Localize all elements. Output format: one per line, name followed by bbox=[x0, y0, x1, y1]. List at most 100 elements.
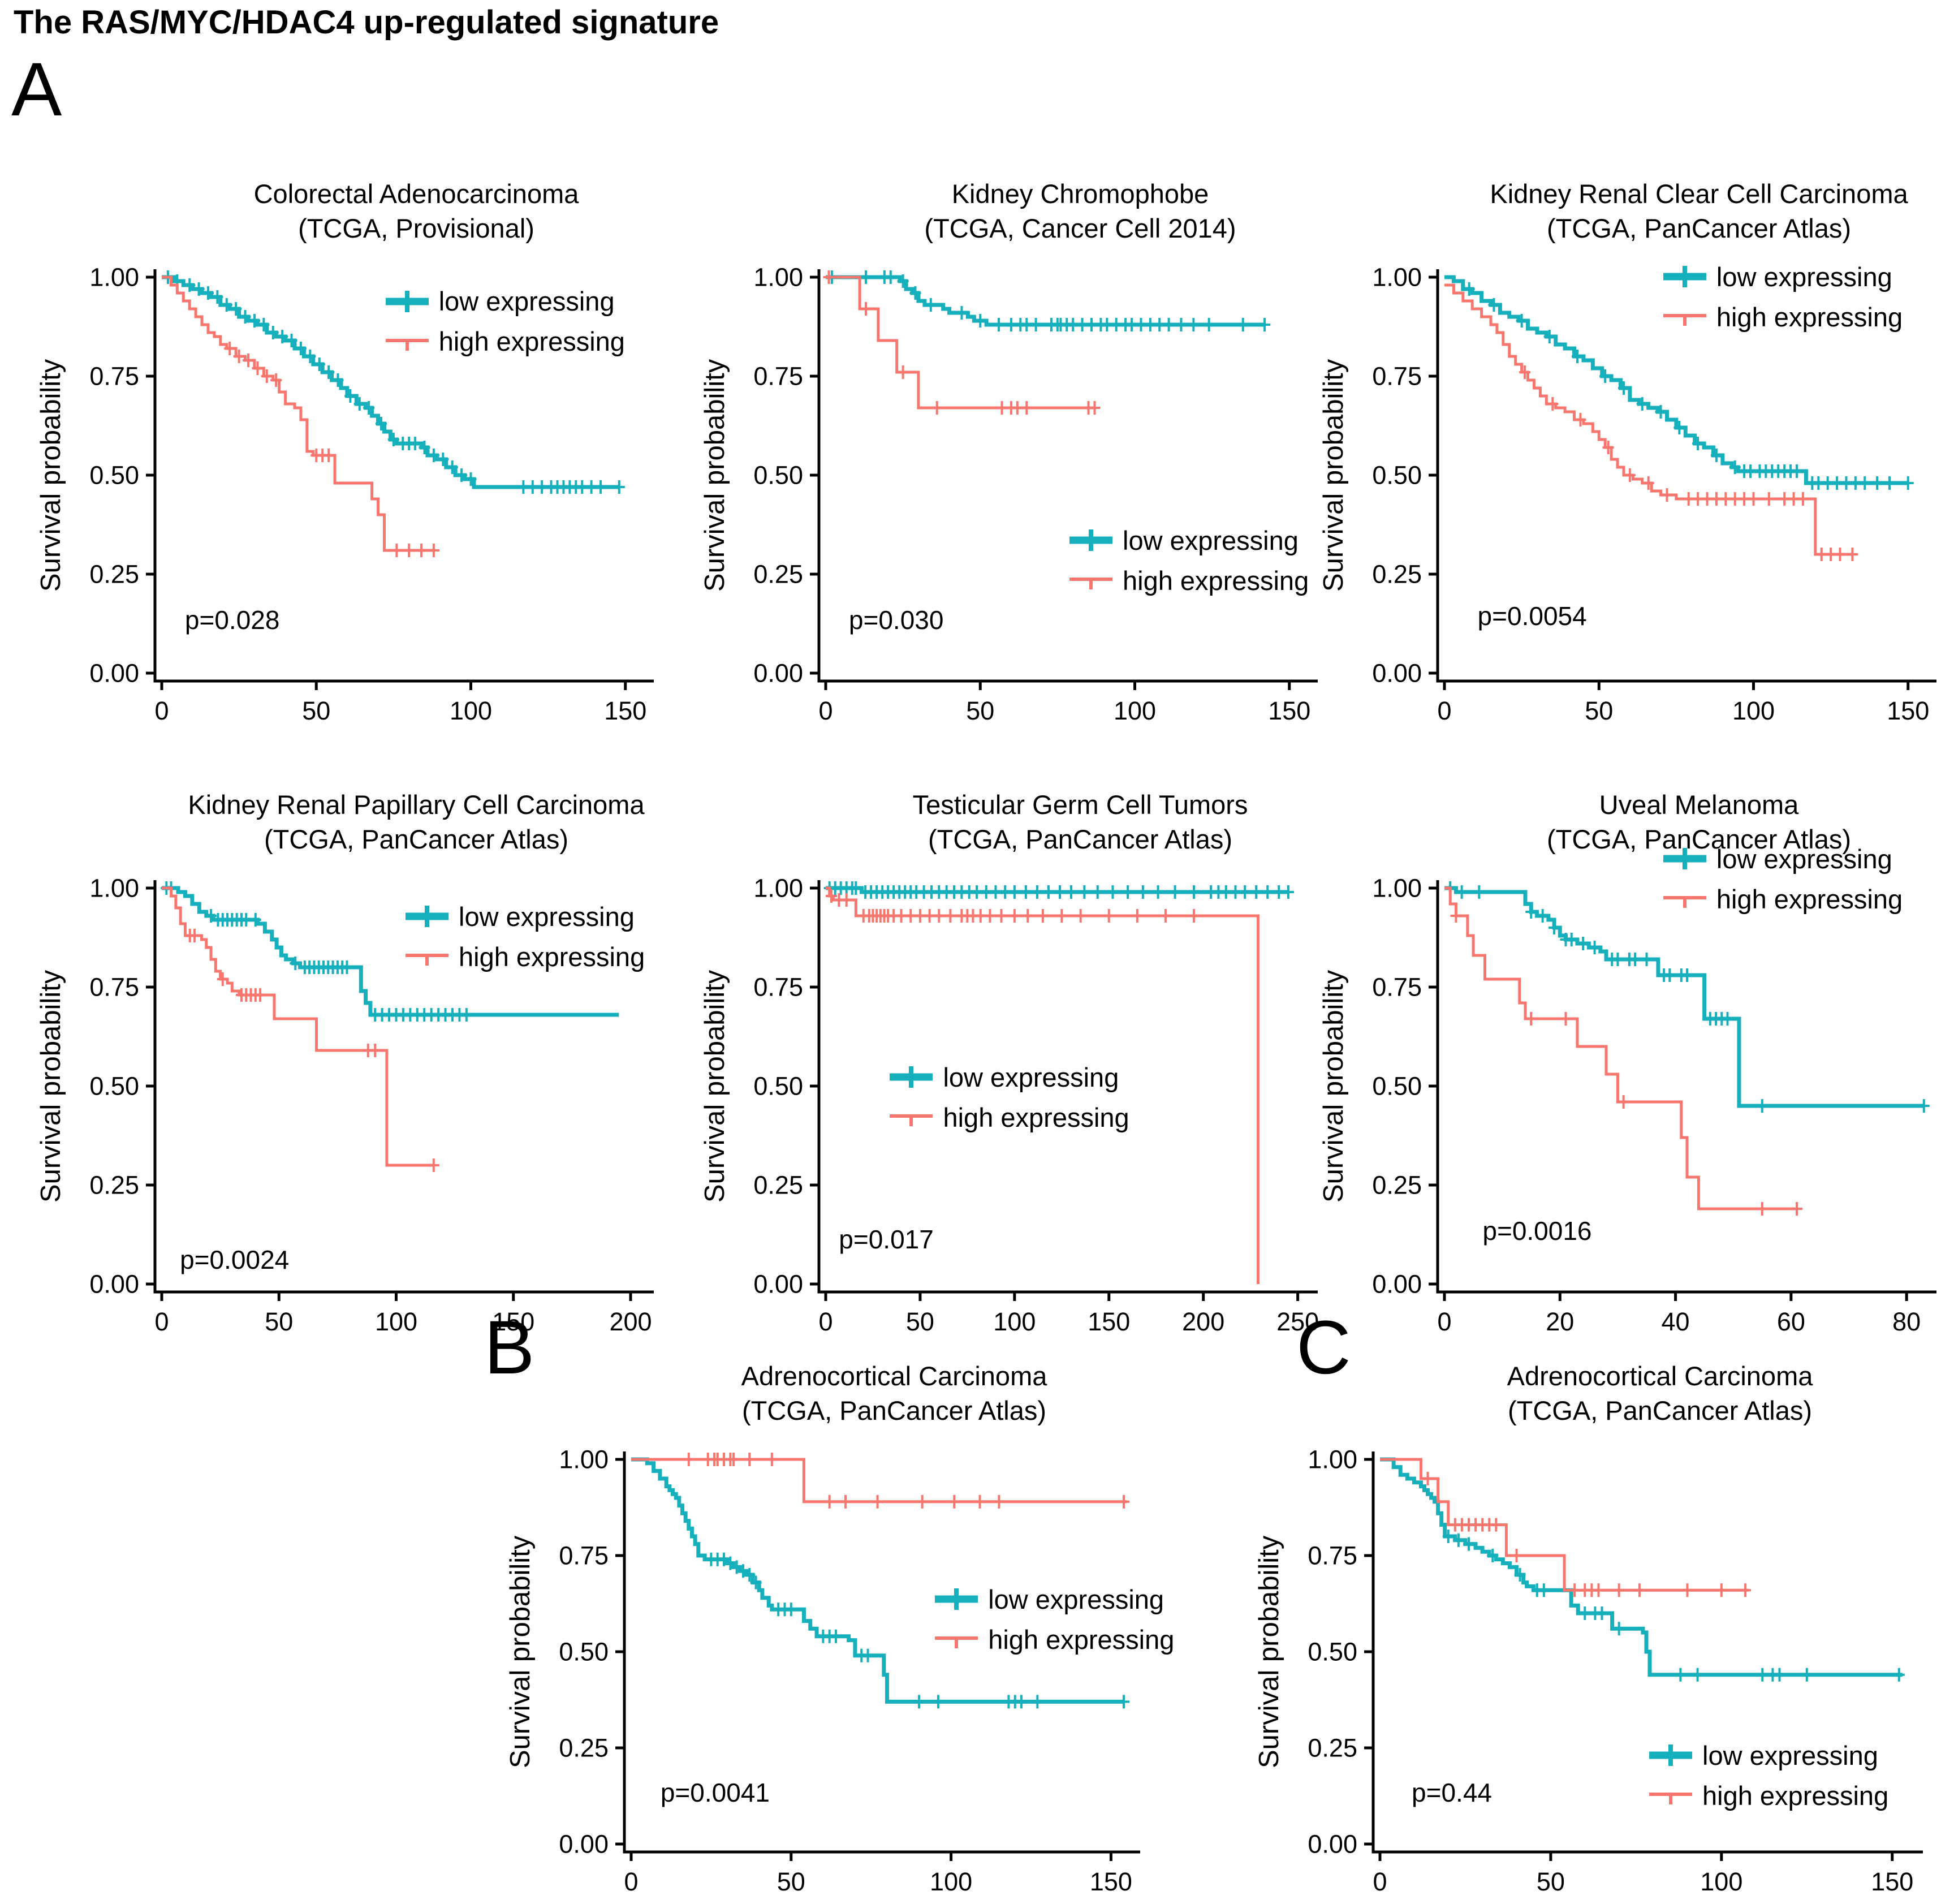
low-expressing-key-icon bbox=[385, 290, 429, 312]
svg-text:150: 150 bbox=[1871, 1867, 1913, 1896]
chart-title: Colorectal Adenocarcinoma (TCGA, Provisi… bbox=[155, 176, 678, 245]
chart-title-line2: (TCGA, PanCancer Atlas) bbox=[741, 1395, 1047, 1426]
svg-text:0.25: 0.25 bbox=[753, 1171, 803, 1200]
svg-text:0.75: 0.75 bbox=[89, 973, 139, 1002]
svg-text:100: 100 bbox=[930, 1867, 972, 1896]
legend: low expressing high expressing bbox=[1662, 843, 1903, 915]
km-chart-adrenocortical-b: Adrenocortical Carcinoma (TCGA, PanCance… bbox=[502, 1359, 1174, 1904]
km-chart-uveal-melanoma: Uveal Melanoma (TCGA, PanCancer Atlas) S… bbox=[1315, 787, 1941, 1344]
low-expressing-key-icon bbox=[935, 1588, 978, 1610]
chart-title-line1: Adrenocortical Carcinoma bbox=[1507, 1361, 1813, 1391]
svg-text:1.00: 1.00 bbox=[753, 263, 803, 292]
svg-text:0.00: 0.00 bbox=[1372, 659, 1422, 688]
svg-text:0: 0 bbox=[154, 696, 169, 725]
legend-item-high: high expressing bbox=[1068, 565, 1309, 596]
svg-text:0.50: 0.50 bbox=[559, 1638, 609, 1666]
svg-text:0.50: 0.50 bbox=[89, 1072, 139, 1101]
legend: low expressing high expressing bbox=[1068, 525, 1309, 596]
y-axis-label: Survival probability bbox=[700, 970, 730, 1203]
panel-label-b: B bbox=[484, 1306, 535, 1390]
y-axis-label: Survival probability bbox=[1318, 970, 1349, 1203]
svg-text:150: 150 bbox=[492, 1307, 534, 1336]
high-expressing-key-icon bbox=[1663, 896, 1706, 908]
low-expressing-key-icon bbox=[1649, 1744, 1692, 1767]
panel-label-a: A bbox=[11, 48, 62, 132]
high-expressing-key-icon bbox=[1649, 1793, 1692, 1805]
legend-label-high: high expressing bbox=[438, 326, 625, 357]
svg-text:100: 100 bbox=[1114, 696, 1156, 725]
legend: low expressing high expressing bbox=[888, 1062, 1129, 1133]
svg-text:60: 60 bbox=[1777, 1307, 1805, 1336]
legend-item-low: low expressing bbox=[888, 1062, 1129, 1093]
svg-text:250: 250 bbox=[1276, 1307, 1319, 1336]
km-chart-kidney-renal-clear-cell: Kidney Renal Clear Cell Carcinoma (TCGA,… bbox=[1315, 176, 1941, 733]
legend: low expressing high expressing bbox=[404, 901, 645, 972]
high-expressing-key-icon bbox=[406, 954, 448, 966]
svg-text:100: 100 bbox=[450, 696, 492, 725]
legend-label-low: low expressing bbox=[459, 901, 635, 932]
km-chart-adrenocortical-c: Adrenocortical Carcinoma (TCGA, PanCance… bbox=[1251, 1359, 1941, 1904]
km-plot: 0.00 0.25 0.50 0.75 1.00 0 50 100 150 200 bbox=[89, 874, 654, 1336]
svg-text:40: 40 bbox=[1662, 1307, 1690, 1336]
svg-text:1.00: 1.00 bbox=[89, 263, 139, 292]
chart-title-line1: Colorectal Adenocarcinoma bbox=[253, 179, 579, 209]
figure-title: The RAS/MYC/HDAC4 up-regulated signature bbox=[14, 4, 719, 41]
panel-label-c: C bbox=[1296, 1306, 1351, 1390]
svg-text:1.00: 1.00 bbox=[1308, 1445, 1357, 1474]
svg-text:0: 0 bbox=[1437, 1307, 1451, 1336]
svg-text:150: 150 bbox=[1887, 696, 1929, 725]
legend-label-low: low expressing bbox=[943, 1062, 1119, 1092]
high-expressing-key-icon bbox=[1663, 314, 1706, 326]
y-axis-label: Survival probability bbox=[36, 970, 66, 1203]
chart-title: Testicular Germ Cell Tumors (TCGA, PanCa… bbox=[819, 787, 1342, 856]
svg-text:0.75: 0.75 bbox=[559, 1541, 609, 1570]
km-plot: 0.00 0.25 0.50 0.75 1.00 0 50 100 150 200 250 bbox=[753, 874, 1319, 1337]
svg-text:150: 150 bbox=[1088, 1307, 1130, 1336]
high-expressing-key-icon bbox=[890, 1114, 933, 1126]
p-value: p=0.0016 bbox=[1482, 1216, 1592, 1246]
svg-text:0.50: 0.50 bbox=[89, 461, 139, 490]
legend-item-high: high expressing bbox=[934, 1624, 1174, 1655]
svg-text:50: 50 bbox=[1585, 696, 1613, 725]
legend-item-high: high expressing bbox=[385, 326, 625, 357]
km-plot: 0.00 0.25 0.50 0.75 1.00 0 20 40 60 80 bbox=[1372, 874, 1936, 1336]
svg-text:0.50: 0.50 bbox=[1372, 1072, 1422, 1101]
chart-title: Kidney Renal Papillary Cell Carcinoma (T… bbox=[155, 787, 678, 856]
legend-item-low: low expressing bbox=[385, 286, 625, 317]
low-expressing-key-icon bbox=[1663, 848, 1706, 870]
chart-title-line2: (TCGA, PanCancer Atlas) bbox=[264, 824, 569, 855]
p-value: p=0.030 bbox=[848, 605, 944, 635]
legend-label-low: low expressing bbox=[988, 1584, 1164, 1614]
svg-text:50: 50 bbox=[777, 1867, 805, 1896]
chart-title: Adrenocortical Carcinoma (TCGA, PanCance… bbox=[1373, 1359, 1941, 1428]
legend-label-high: high expressing bbox=[1123, 565, 1309, 596]
chart-title: Adrenocortical Carcinoma (TCGA, PanCance… bbox=[624, 1359, 1164, 1428]
chart-title-line2: (TCGA, PanCancer Atlas) bbox=[1546, 824, 1852, 855]
svg-text:0.25: 0.25 bbox=[1372, 1171, 1422, 1200]
svg-text:0.50: 0.50 bbox=[753, 461, 803, 490]
km-plot: 0.00 0.25 0.50 0.75 1.00 0 50 100 150 bbox=[1372, 263, 1936, 725]
svg-text:0: 0 bbox=[818, 1307, 833, 1336]
km-chart-testicular-germ-cell: Testicular Germ Cell Tumors (TCGA, PanCa… bbox=[697, 787, 1342, 1344]
low-expressing-key-icon bbox=[1663, 266, 1706, 288]
km-plot: 0.00 0.25 0.50 0.75 1.00 0 50 100 150 bbox=[89, 263, 654, 725]
chart-title-line2: (TCGA, PanCancer Atlas) bbox=[928, 824, 1233, 855]
legend-item-high: high expressing bbox=[404, 941, 645, 972]
p-value: p=0.0024 bbox=[180, 1244, 290, 1274]
svg-text:0.50: 0.50 bbox=[753, 1072, 803, 1101]
km-chart-colorectal-adenocarcinoma: Colorectal Adenocarcinoma (TCGA, Provisi… bbox=[33, 176, 678, 733]
legend-label-high: high expressing bbox=[943, 1102, 1129, 1132]
chart-title: Uveal Melanoma (TCGA, PanCancer Atlas) bbox=[1438, 787, 1941, 856]
legend-item-low: low expressing bbox=[1068, 525, 1309, 556]
svg-text:0.75: 0.75 bbox=[1372, 362, 1422, 391]
chart-title-line1: Uveal Melanoma bbox=[1599, 790, 1799, 820]
svg-text:0.75: 0.75 bbox=[753, 973, 803, 1002]
chart-title-line2: (TCGA, PanCancer Atlas) bbox=[1507, 1395, 1813, 1426]
y-axis-label: Survival probability bbox=[700, 359, 730, 592]
svg-text:0: 0 bbox=[1373, 1867, 1387, 1896]
svg-text:80: 80 bbox=[1892, 1307, 1921, 1336]
svg-text:20: 20 bbox=[1546, 1307, 1574, 1336]
legend-label-high: high expressing bbox=[1716, 884, 1903, 914]
svg-text:0.00: 0.00 bbox=[559, 1830, 609, 1859]
svg-text:1.00: 1.00 bbox=[89, 874, 139, 903]
